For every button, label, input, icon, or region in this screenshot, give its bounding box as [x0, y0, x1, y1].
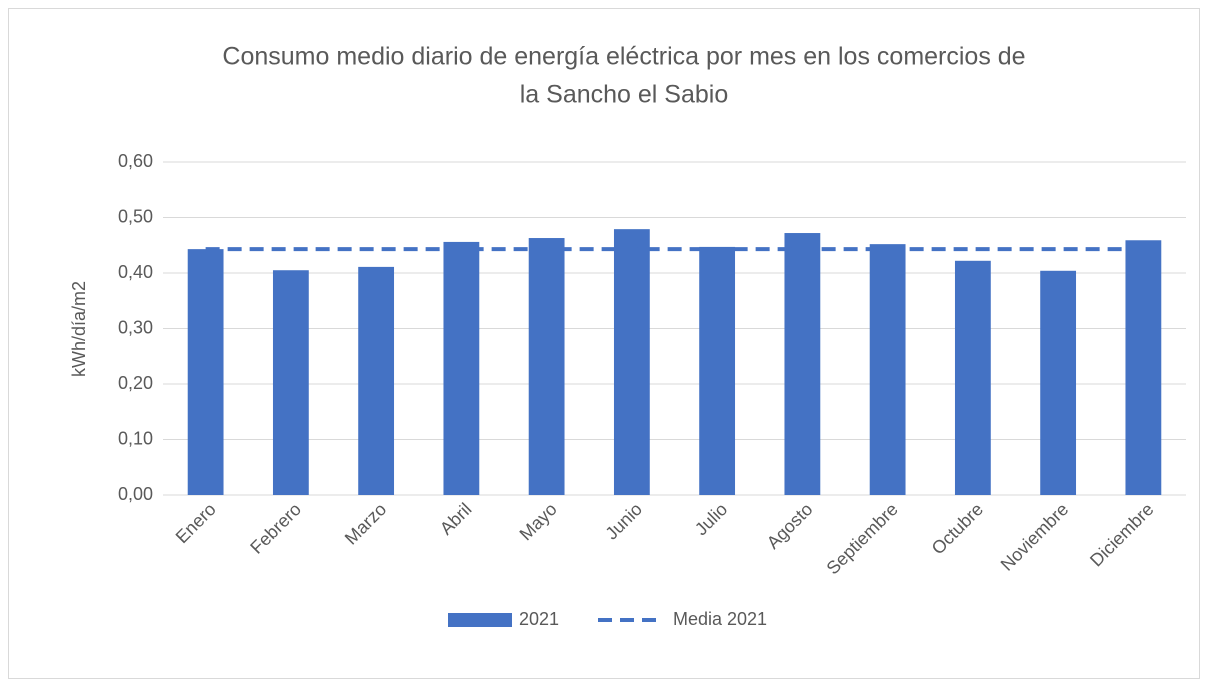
bar	[784, 233, 821, 496]
bar	[272, 270, 309, 495]
y-axis-label: kWh/día/m2	[69, 281, 89, 377]
y-tick-label: 0,60	[118, 151, 153, 171]
bar	[528, 238, 565, 495]
bar	[1040, 270, 1077, 495]
legend-label: Media 2021	[673, 609, 767, 629]
legend-label: 2021	[519, 609, 559, 629]
y-tick-label: 0,40	[118, 262, 153, 282]
bar	[954, 260, 991, 495]
bar	[1125, 240, 1162, 495]
y-tick-label: 0,50	[118, 206, 153, 226]
y-tick-label: 0,30	[118, 317, 153, 337]
y-tick-label: 0,20	[118, 373, 153, 393]
bar	[869, 244, 906, 495]
legend-swatch	[448, 613, 512, 627]
y-tick-label: 0,00	[118, 484, 153, 504]
chart-border	[8, 8, 1200, 679]
bar	[187, 249, 224, 495]
bar	[613, 229, 650, 495]
y-tick-label: 0,10	[118, 428, 153, 448]
chart-title: Consumo medio diario de energía eléctric…	[222, 43, 1025, 71]
chart-title: la Sancho el Sabio	[520, 81, 728, 109]
bar	[699, 246, 736, 495]
bar	[358, 266, 395, 495]
bar	[443, 241, 480, 495]
